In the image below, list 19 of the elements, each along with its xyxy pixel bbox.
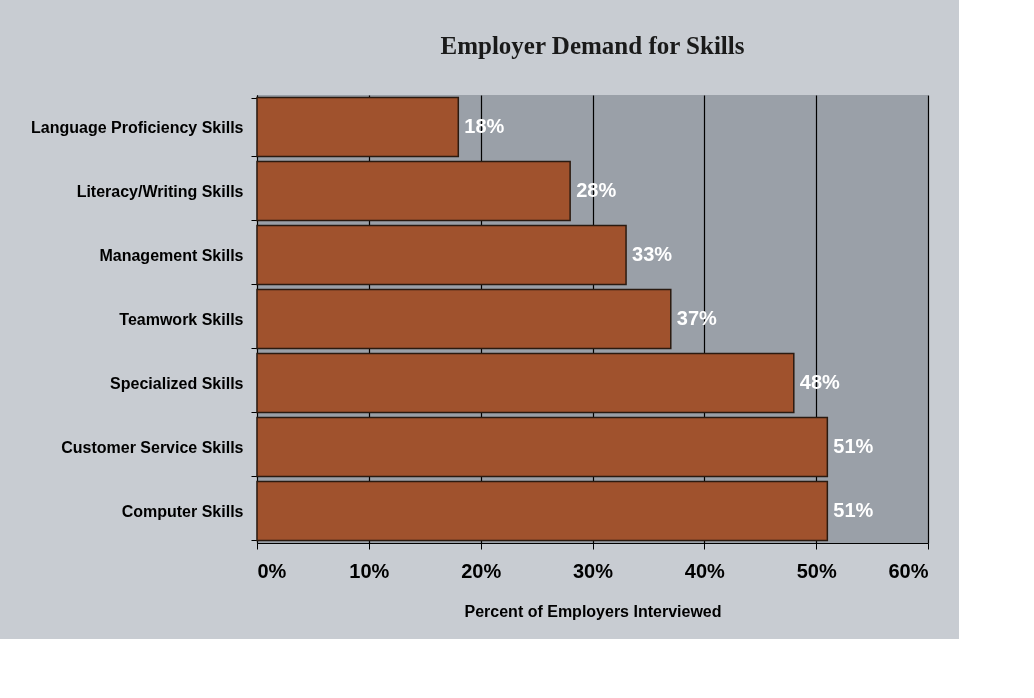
x-tick-label: 40%	[684, 559, 726, 582]
x-tick-label: 30%	[572, 559, 614, 582]
data-label: 51%	[833, 499, 874, 521]
x-tick-label: 60%	[888, 559, 929, 582]
x-tick-label: 10%	[349, 559, 390, 582]
data-label: 51%	[833, 435, 874, 457]
x-tick-label: 20%	[461, 559, 502, 582]
y-tick-label: Computer Skills	[121, 502, 244, 520]
x-tick-label: 50%	[796, 559, 837, 582]
chart-title: Employer Demand for Skills	[440, 32, 745, 59]
y-tick-label: Management Skills	[99, 246, 244, 264]
x-tick-label: 0%	[257, 559, 287, 582]
y-tick-label: Specialized Skills	[110, 374, 244, 392]
y-tick-label: Literacy/Writing Skills	[76, 182, 244, 200]
y-tick-label: Customer Service Skills	[61, 438, 244, 456]
y-tick-label: Language Proficiency Skills	[30, 118, 244, 136]
y-tick-label: Teamwork Skills	[119, 310, 244, 328]
data-label: 33%	[632, 243, 673, 265]
x-axis-title: Percent of Employers Interviewed	[464, 602, 722, 620]
